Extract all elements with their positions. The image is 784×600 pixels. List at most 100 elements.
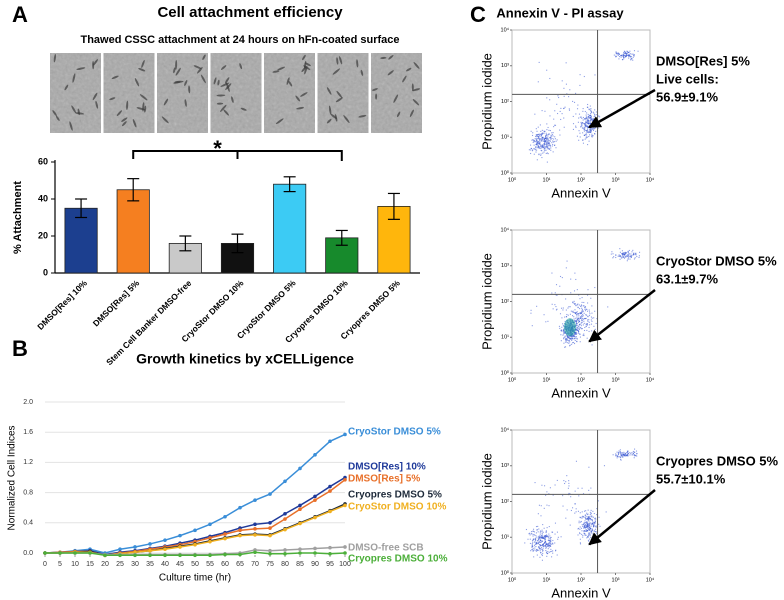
event-dot (533, 541, 535, 543)
event-dot (618, 255, 620, 257)
event-dot (586, 329, 588, 331)
event-dot (573, 302, 575, 304)
event-dot (573, 300, 575, 302)
series-point (148, 548, 152, 553)
event-dot (599, 525, 601, 527)
event-dot (576, 314, 578, 316)
x-tick-label: 55 (206, 561, 214, 568)
event-dot (545, 547, 547, 549)
y-tick-label: 0 (43, 267, 48, 277)
event-dot (581, 516, 583, 518)
series-point (43, 551, 47, 555)
event-dot (580, 311, 582, 314)
event-dot (542, 545, 544, 547)
event-dot (579, 336, 581, 338)
event-dot (624, 453, 626, 455)
event-dot (588, 311, 591, 313)
event-dot (537, 141, 539, 143)
event-dot (536, 554, 538, 556)
event-dot (576, 329, 578, 332)
event-dot (586, 308, 588, 311)
series-point (268, 526, 272, 530)
event-dot (635, 454, 637, 456)
event-dot (580, 305, 582, 307)
series-point (58, 551, 62, 555)
event-dot (581, 125, 583, 127)
event-dot (629, 55, 632, 58)
event-dot (545, 146, 547, 148)
event-dot (532, 546, 534, 548)
event-dot (541, 137, 544, 139)
event-dot (554, 144, 556, 146)
event-dot (546, 141, 548, 143)
event-dot (588, 321, 590, 323)
event-dot (582, 119, 584, 121)
event-dot (626, 260, 628, 262)
event-dot (530, 533, 532, 535)
event-dot (618, 450, 620, 452)
series-point (253, 550, 257, 555)
event-dot (594, 328, 596, 330)
event-dot (592, 135, 594, 137)
event-dot (594, 119, 597, 121)
event-dot (531, 546, 533, 548)
y-tick-label: 60 (38, 156, 48, 166)
event-dot (573, 335, 575, 337)
event-dot (552, 539, 554, 542)
event-dot (590, 129, 592, 131)
event-dot (629, 50, 631, 52)
event-dot (569, 344, 571, 346)
event-dot (539, 535, 541, 537)
event-dot (587, 320, 589, 322)
series-point (223, 536, 227, 541)
event-dot (542, 537, 544, 539)
event-dot (562, 324, 564, 327)
x-tick-label: Cryopres DMSO 5% (338, 278, 402, 342)
event-dot (532, 139, 534, 141)
event-dot (592, 128, 595, 130)
event-dot (545, 321, 547, 323)
micrograph-grain (157, 53, 208, 133)
event-dot (549, 540, 551, 542)
event-dot (590, 323, 593, 325)
event-dot (573, 318, 575, 320)
event-dot (587, 518, 589, 520)
event-dot (612, 454, 614, 456)
x-axis-label: Annexin V (551, 185, 611, 200)
event-dot (537, 126, 539, 128)
event-dot (585, 530, 587, 532)
event-dot (584, 118, 586, 120)
event-dot (547, 145, 549, 147)
cell (226, 82, 230, 92)
event-dot (629, 255, 631, 257)
x-tick-label: 50 (191, 561, 199, 568)
series-point (268, 521, 272, 525)
event-dot (588, 466, 590, 468)
event-dot (546, 143, 548, 145)
event-dot (583, 524, 585, 526)
event-dot (572, 302, 574, 304)
event-dot (537, 147, 540, 149)
event-dot (589, 538, 591, 540)
event-dot (583, 312, 585, 314)
event-dot (576, 338, 578, 340)
event-dot (556, 308, 558, 310)
event-dot (540, 147, 542, 150)
event-dot (580, 305, 582, 307)
event-dot (588, 522, 590, 525)
event-dot (544, 535, 546, 538)
event-dot (549, 130, 551, 132)
event-dot (622, 252, 624, 254)
event-dot (537, 543, 539, 545)
event-dot (545, 134, 547, 136)
event-dot (542, 146, 544, 148)
event-dot (537, 542, 540, 544)
event-dot (563, 87, 565, 89)
event-dot (615, 55, 617, 57)
event-dot (580, 322, 582, 324)
event-dot (536, 159, 538, 161)
legend-label: CryoStor DMSO 5% (348, 427, 441, 438)
event-dot (624, 454, 626, 456)
event-dot (549, 538, 551, 540)
event-dot (619, 251, 621, 253)
